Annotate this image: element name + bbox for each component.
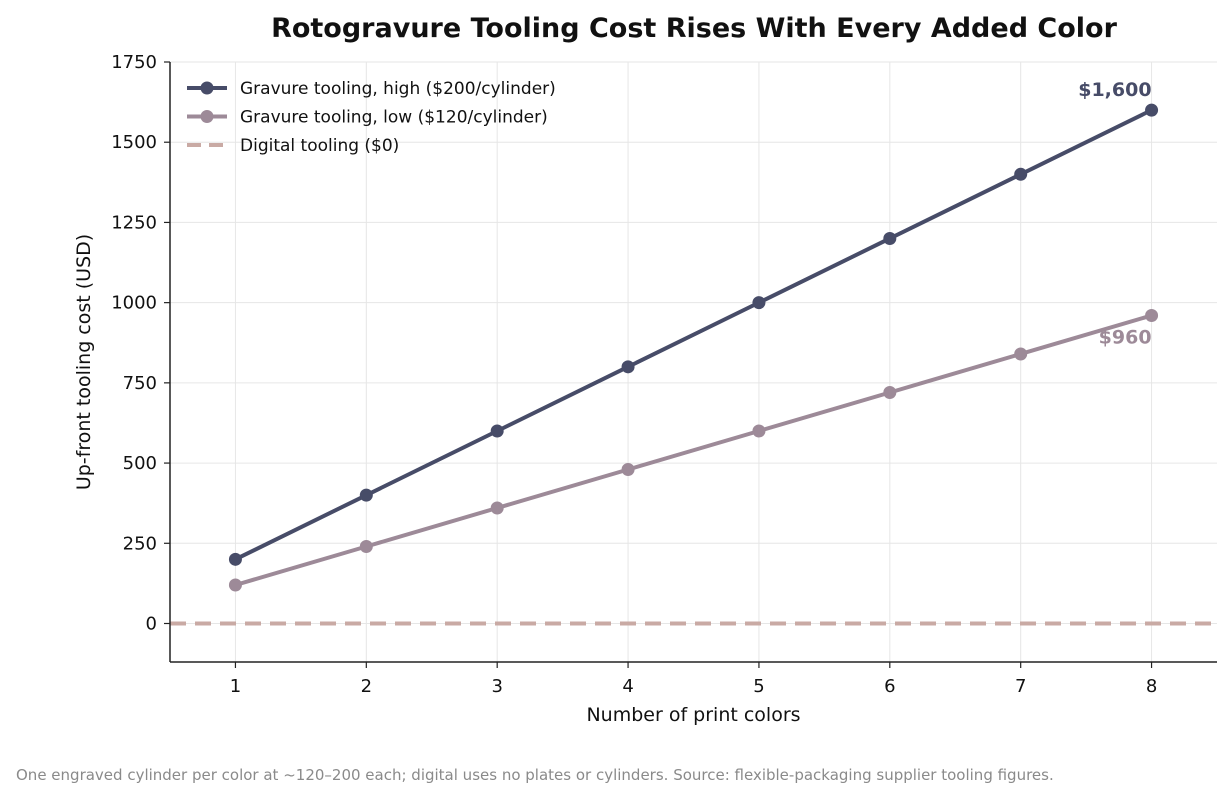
ticks: 1 2 3 4 5 6 7 8 0 250 500 750 1000 1250 1500 1750 xyxy=(111,52,1157,697)
x-tick-label: 5 xyxy=(753,676,764,697)
legend-item: Gravure tooling, high ($200/cylinder) xyxy=(187,79,556,99)
y-tick-label: 750 xyxy=(123,373,157,394)
legend-swatch-marker xyxy=(200,110,214,123)
y-tick-label: 0 xyxy=(146,613,157,634)
legend-item: Gravure tooling, low ($120/cylinder) xyxy=(187,108,548,128)
grid xyxy=(170,61,1217,662)
high-end-label: $1,600 xyxy=(1078,79,1151,101)
legend-label: Digital tooling ($0) xyxy=(240,136,399,156)
y-tick-label: 1500 xyxy=(111,132,157,153)
x-tick-label: 8 xyxy=(1146,676,1157,697)
y-tick-label: 1000 xyxy=(111,293,157,314)
x-tick-label: 6 xyxy=(884,676,895,697)
axes xyxy=(169,62,1217,663)
y-tick-label: 500 xyxy=(123,453,157,474)
x-tick-label: 1 xyxy=(230,676,241,697)
y-tick-label: 250 xyxy=(123,533,157,554)
x-tick-label: 2 xyxy=(361,676,372,697)
high-series-point xyxy=(621,360,635,374)
legend-label: Gravure tooling, low ($120/cylinder) xyxy=(240,108,548,128)
high-series-point xyxy=(359,488,373,502)
chart-title: Rotogravure Tooling Cost Rises With Ever… xyxy=(271,13,1118,44)
low-series-point xyxy=(1014,347,1028,361)
chart-caption: One engraved cylinder per color at ~120–… xyxy=(16,766,1054,784)
end-labels: $1,600 $960 xyxy=(1078,79,1151,348)
low-series-line xyxy=(233,313,1154,587)
low-series-point xyxy=(883,385,897,399)
high-series-line xyxy=(233,108,1154,562)
legend-label: Gravure tooling, high ($200/cylinder) xyxy=(240,79,556,99)
x-tick-label: 7 xyxy=(1015,676,1026,697)
series-low xyxy=(228,308,1159,592)
legend: Gravure tooling, high ($200/cylinder) Gra… xyxy=(187,79,556,156)
low-end-label: $960 xyxy=(1099,326,1152,348)
y-tick-label: 1250 xyxy=(111,212,157,233)
low-series-point xyxy=(752,424,766,438)
x-tick-label: 4 xyxy=(622,676,633,697)
high-series-point xyxy=(1014,167,1028,181)
y-axis-label: Up-front tooling cost (USD) xyxy=(73,234,95,490)
x-axis-label: Number of print colors xyxy=(586,704,800,726)
x-tick-label: 3 xyxy=(491,676,502,697)
legend-swatch-marker xyxy=(200,81,214,95)
low-series-point xyxy=(359,539,373,553)
low-series-point xyxy=(490,501,504,515)
y-tick-label: 1750 xyxy=(111,52,157,73)
high-series-point xyxy=(883,231,897,245)
low-series-point xyxy=(621,462,635,476)
high-series-point xyxy=(490,424,504,438)
series-high xyxy=(228,103,1159,566)
high-series-point xyxy=(1145,103,1159,117)
low-series-point xyxy=(228,578,242,592)
high-series-point xyxy=(228,552,242,566)
high-series-point xyxy=(752,296,766,310)
series xyxy=(228,103,1159,592)
low-series-point xyxy=(1145,308,1159,322)
legend-item: Digital tooling ($0) xyxy=(187,136,399,156)
